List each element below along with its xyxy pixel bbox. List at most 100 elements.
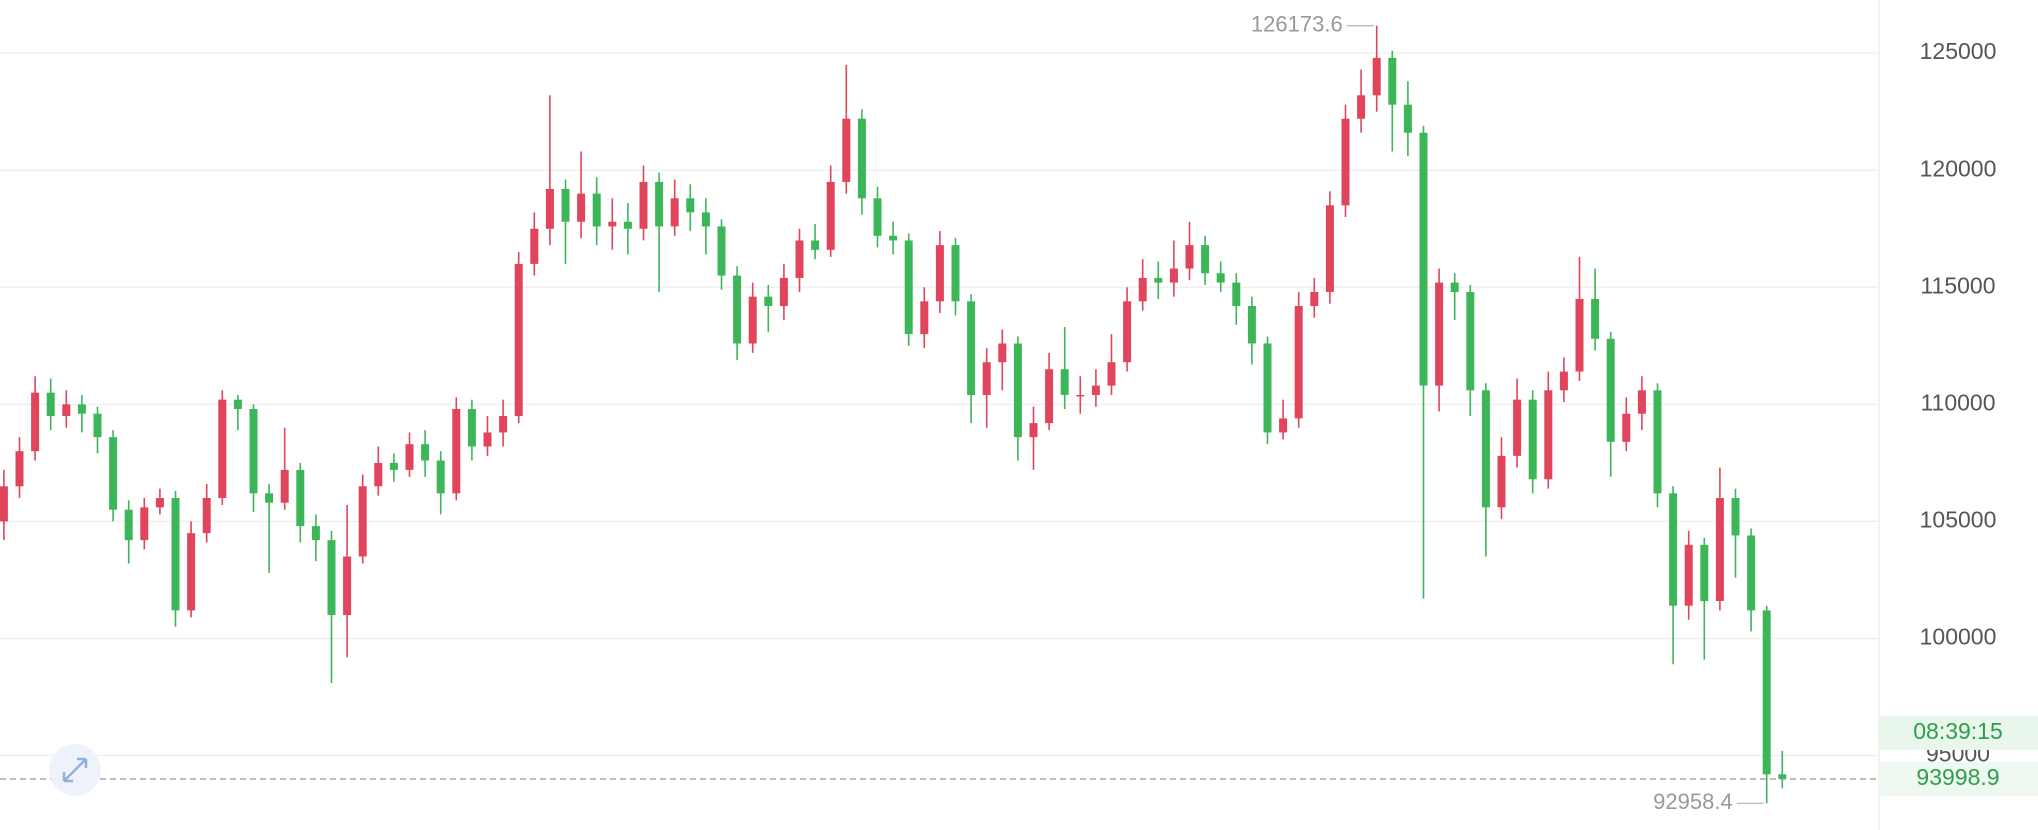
candle-body [1388, 57, 1397, 105]
candle-body [561, 188, 570, 222]
candle-body [857, 118, 866, 199]
candle-body [1294, 306, 1303, 419]
last-price-label: 93998.9 [1916, 764, 1999, 790]
candle-body [62, 404, 71, 417]
y-tick-label: 110000 [1920, 389, 1995, 415]
candle-body [639, 181, 648, 229]
candle-body [1013, 343, 1022, 438]
high-marker-label: 126173.6 [1251, 11, 1343, 36]
candle-body [1715, 498, 1724, 602]
candle-body [1559, 371, 1568, 391]
candle-body [436, 460, 445, 494]
y-tick-label: 100000 [1920, 624, 1997, 650]
countdown-box [1879, 715, 2038, 750]
candle-body [1450, 282, 1459, 292]
candle-body [779, 277, 788, 307]
countdown-label: 08:39:15 [1913, 718, 2003, 744]
candle-body [218, 399, 227, 498]
candle-body [405, 444, 414, 470]
candle-body [873, 198, 882, 236]
candle-body [280, 469, 289, 503]
candle-body [982, 362, 991, 395]
candle-body [1216, 273, 1225, 283]
candle-body [1622, 413, 1631, 442]
candle-body [951, 245, 960, 302]
candle-body [1700, 544, 1709, 602]
candle-body [467, 409, 476, 447]
candle-body [826, 181, 835, 250]
candle-body [1778, 774, 1787, 779]
candle-body [795, 240, 804, 278]
candle-body [1419, 132, 1428, 386]
candle-body [1669, 493, 1678, 606]
candle-body [623, 221, 632, 229]
zoom-icon[interactable] [49, 744, 101, 796]
candle-body [514, 263, 523, 417]
candle-body [655, 181, 664, 227]
candle-body [670, 198, 679, 227]
candle-body [124, 509, 133, 541]
last-price-box [1879, 761, 2038, 796]
candle-body [265, 493, 274, 503]
candle-body [140, 507, 149, 541]
candle-body [0, 486, 8, 522]
candle-body [904, 240, 913, 335]
candle-body [1310, 291, 1319, 307]
candle-body [1544, 390, 1553, 480]
candle-body [77, 404, 86, 414]
candle-body [1747, 535, 1756, 611]
candle-body [1606, 338, 1615, 442]
candle-body [1029, 423, 1038, 438]
candle-body [1653, 390, 1662, 494]
candle-body [327, 540, 336, 616]
candle-body [998, 343, 1007, 363]
candle-body [1045, 369, 1054, 424]
candle-body [1481, 390, 1490, 508]
candle-body [1372, 57, 1381, 96]
candle-body [15, 451, 24, 487]
candle-body [1528, 399, 1537, 480]
candle-body [249, 409, 258, 494]
candle-body [1325, 205, 1334, 292]
candle-body [1575, 298, 1584, 372]
candle-body [1091, 385, 1100, 395]
candle-body [1731, 498, 1740, 536]
candle-body [1107, 362, 1116, 386]
candle-body [1185, 245, 1194, 269]
candle-body [46, 392, 55, 417]
candle-body [483, 432, 492, 447]
candle-body [686, 198, 695, 213]
candle-body [701, 212, 710, 227]
candle-body [358, 486, 367, 557]
candle-body [1341, 118, 1350, 206]
candle-body [889, 235, 898, 241]
candle-body [233, 399, 242, 410]
candle-body [1169, 268, 1178, 283]
candle-body [1466, 291, 1475, 391]
candle-body [1201, 245, 1210, 274]
candle-body [842, 118, 851, 182]
candle-body [1403, 104, 1412, 133]
candle-body [1247, 306, 1256, 344]
candle-body [452, 409, 461, 494]
candle-body [311, 526, 320, 541]
candle-body [1076, 394, 1085, 397]
candle-body [421, 444, 430, 461]
y-tick-label: 105000 [1920, 506, 1997, 532]
candle-body [592, 193, 601, 227]
candle-body [577, 193, 586, 222]
candle-body [1263, 343, 1272, 433]
candle-body [1435, 282, 1444, 386]
candle-body [499, 416, 508, 433]
candle-body [1154, 277, 1163, 283]
candle-body [1762, 610, 1771, 775]
candle-body [530, 228, 539, 264]
icon-arrows[interactable] [62, 757, 88, 783]
candle-body [920, 301, 929, 335]
candle-body [31, 392, 40, 452]
candle-body [1123, 301, 1132, 363]
candle-body [717, 226, 726, 276]
candle-body [545, 188, 554, 229]
candle-body [608, 221, 617, 227]
